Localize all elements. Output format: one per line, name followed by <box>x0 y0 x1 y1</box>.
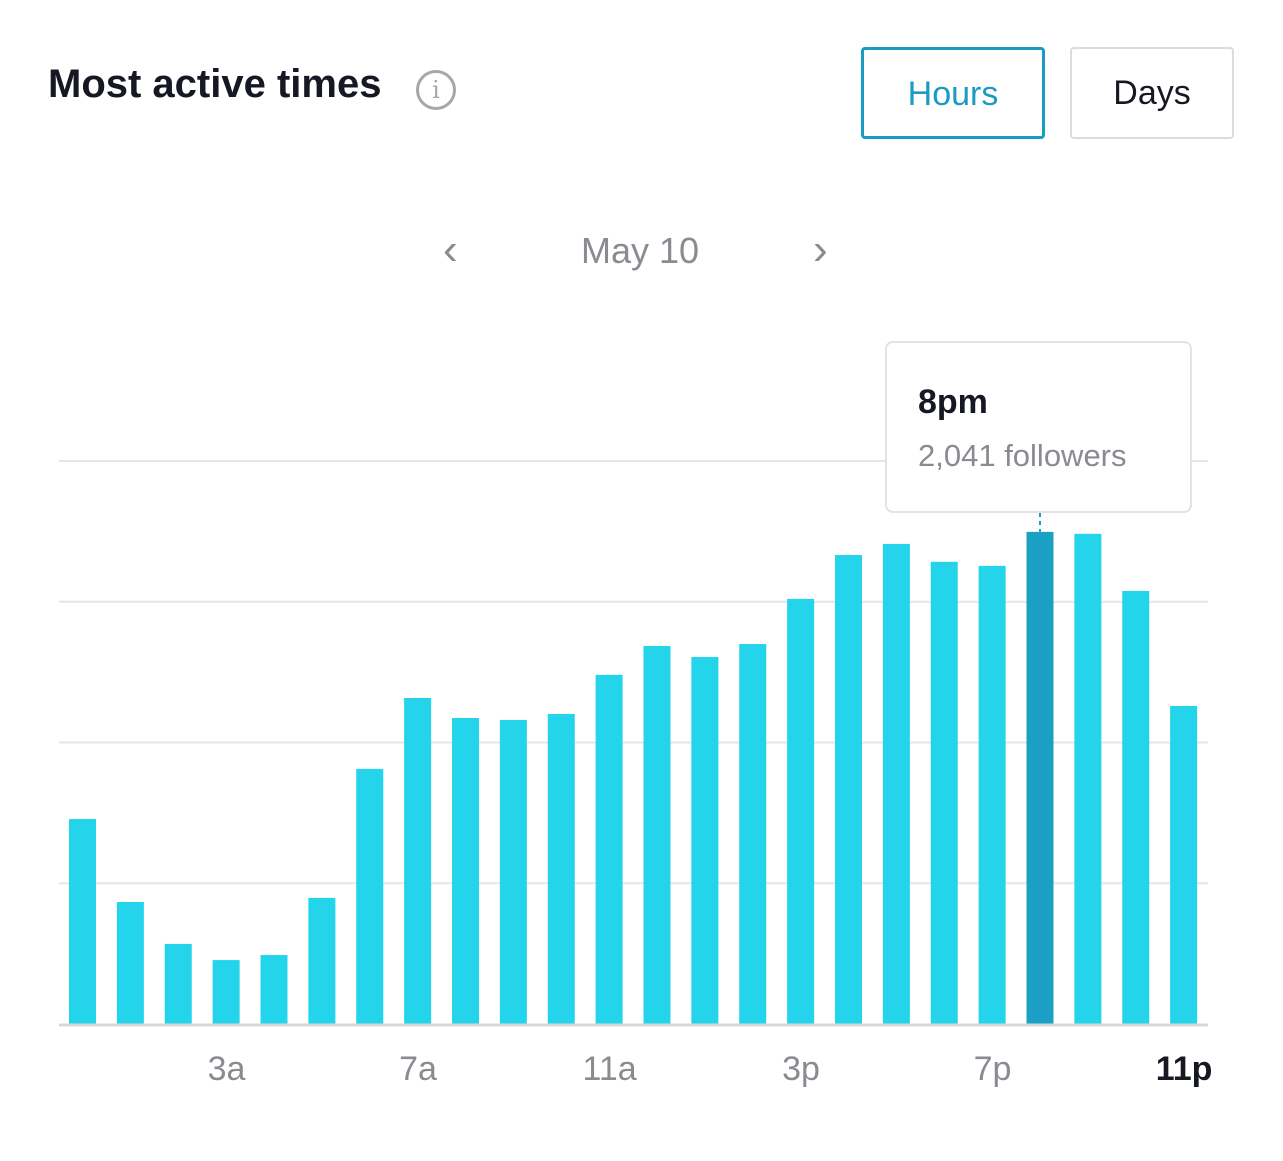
bar[interactable] <box>691 657 719 1024</box>
bar[interactable] <box>212 960 240 1024</box>
bar[interactable] <box>882 543 910 1024</box>
x-tick-label: 3a <box>207 1050 246 1088</box>
bar[interactable] <box>1122 590 1150 1024</box>
bar[interactable] <box>835 555 862 1024</box>
chevron-left-icon[interactable]: ‹ <box>443 225 458 274</box>
date-label: May 10 <box>580 230 700 271</box>
bar[interactable] <box>547 713 575 1024</box>
bar[interactable] <box>643 645 671 1024</box>
hours-toggle-button[interactable]: Hours <box>861 47 1045 139</box>
bar[interactable] <box>308 897 336 1024</box>
bar[interactable] <box>978 565 1006 1024</box>
bar[interactable] <box>1074 533 1102 1024</box>
bar[interactable] <box>404 698 432 1024</box>
x-tick-label: 11p <box>1155 1050 1213 1088</box>
tooltip-value: 2,041 followers <box>918 438 1127 473</box>
chevron-right-icon[interactable]: › <box>813 225 828 274</box>
chart-tooltip: 8pm 2,041 followers <box>885 341 1192 513</box>
days-toggle-button[interactable]: Days <box>1070 47 1234 139</box>
bar[interactable] <box>787 598 815 1024</box>
bar-selected[interactable] <box>1026 531 1054 1024</box>
bar[interactable] <box>452 718 479 1024</box>
bar[interactable] <box>356 768 384 1024</box>
info-icon[interactable]: i <box>416 70 456 110</box>
tooltip-time: 8pm <box>918 383 988 421</box>
bar[interactable] <box>739 644 767 1024</box>
bar[interactable] <box>164 943 192 1024</box>
x-tick-label: 7a <box>399 1050 437 1088</box>
bar[interactable] <box>69 819 96 1024</box>
bar[interactable] <box>260 955 288 1024</box>
bar[interactable] <box>116 901 144 1024</box>
bar[interactable] <box>1170 705 1198 1024</box>
page-title: Most active times <box>48 62 382 106</box>
x-tick-label: 7p <box>973 1050 1012 1088</box>
bar[interactable] <box>930 561 958 1024</box>
x-tick-label: 11a <box>582 1050 637 1088</box>
bar[interactable] <box>499 719 527 1024</box>
x-tick-label: 3p <box>782 1050 820 1088</box>
bar[interactable] <box>595 674 623 1024</box>
